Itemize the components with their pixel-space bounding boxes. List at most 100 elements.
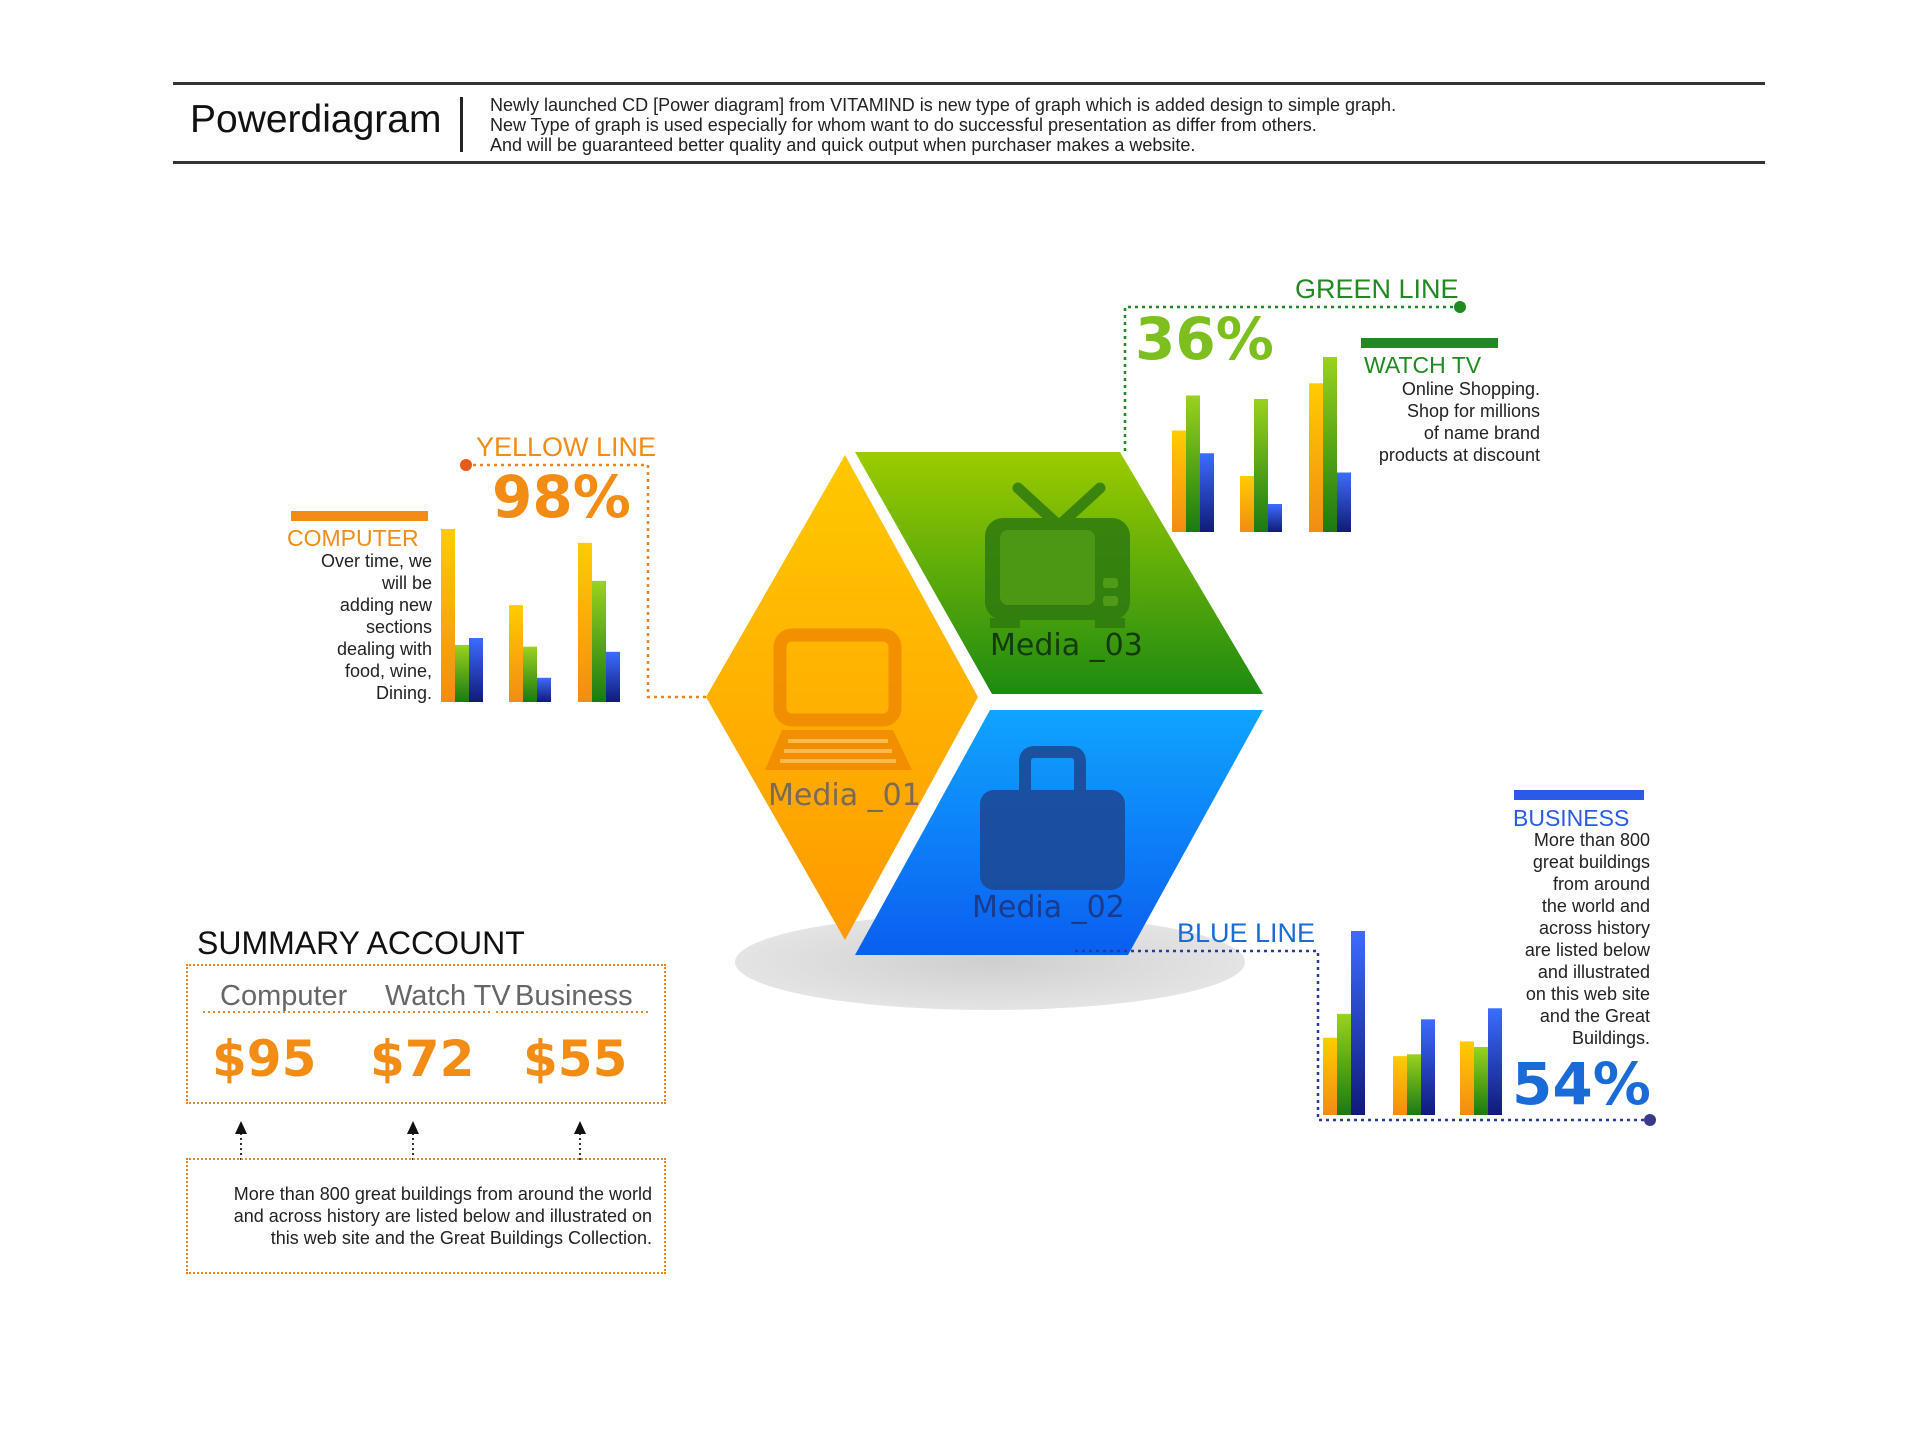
business-desc-line: the world and (1541, 896, 1650, 916)
bar-green-group-2 (523, 646, 537, 702)
bar-yellow-group-1 (1172, 430, 1186, 532)
bar-green-group-1 (1186, 395, 1200, 532)
bar-green-group-1 (1337, 1013, 1351, 1115)
computer-description: Over time, we will be adding new section… (290, 550, 432, 704)
media-03-label: Media _03 (990, 628, 1143, 663)
bar-blue-group-1 (1200, 453, 1214, 532)
yellow-connector (466, 463, 706, 699)
summary-header-computer: Computer (220, 980, 348, 1012)
bar-green-group-3 (592, 580, 606, 702)
summary-note-line: More than 800 great buildings from aroun… (233, 1184, 652, 1204)
watch-tv-desc-line: products at discount (1378, 445, 1540, 465)
business-desc-line: across history (1538, 918, 1650, 938)
bar-yellow-group-2 (1393, 1056, 1407, 1115)
computer-category-label: COMPUTER (287, 525, 419, 551)
business-category-label: BUSINESS (1513, 805, 1630, 831)
page-title: Powerdiagram (190, 98, 442, 141)
bar-yellow-group-3 (1460, 1041, 1474, 1115)
header-bottom-rule (173, 161, 1765, 164)
computer-desc-line: will be (381, 573, 432, 593)
media-01-label: Media _01 (768, 778, 921, 813)
bar-yellow-group-1 (441, 529, 455, 702)
yellow-line-dot (460, 459, 472, 471)
business-description: More than 800 great buildings from aroun… (1480, 829, 1650, 1049)
business-desc-line: More than 800 (1533, 830, 1650, 850)
blue-connector (1075, 949, 1648, 1122)
bar-blue-group-3 (606, 651, 620, 702)
media-01-face (706, 455, 978, 940)
bar-green-group-3 (1474, 1046, 1488, 1115)
computer-desc-line: Dining. (375, 683, 432, 703)
blue-line-dot (1644, 1114, 1656, 1126)
header-description: Newly launched CD [Power diagram] from V… (490, 95, 1396, 155)
summary-header-watch-tv: Watch TV (385, 980, 511, 1012)
bar-green-group-2 (1407, 1054, 1421, 1115)
media-02-label: Media _02 (972, 890, 1125, 925)
summary-arrows (235, 1121, 586, 1160)
bar-blue-group-3 (1488, 1008, 1502, 1115)
summary-value-computer: $95 (212, 1030, 317, 1088)
briefcase-icon (980, 746, 1125, 890)
bar-green-group-1 (455, 644, 469, 702)
keyboard-keys (780, 739, 896, 763)
bar-blue-group-1 (469, 637, 483, 702)
business-desc-line: great buildings (1532, 852, 1650, 872)
bar-green-group-3 (1323, 357, 1337, 532)
bar-yellow-group-3 (1309, 383, 1323, 532)
business-underline-bar (1514, 790, 1644, 800)
summary-note-line: this web site and the Great Buildings Co… (270, 1228, 652, 1248)
bar-blue-group-2 (537, 677, 551, 702)
summary-box (186, 964, 666, 1104)
watch-tv-underline-bar (1361, 338, 1498, 348)
business-bar-chart (1323, 931, 1502, 1115)
watch-tv-description: Online Shopping. Shop for millions of na… (1330, 378, 1540, 466)
header-separator (460, 97, 463, 152)
business-desc-line: from around (1552, 874, 1650, 894)
header-desc-line: And will be guaranteed better quality an… (490, 135, 1196, 155)
bar-yellow-group-2 (1240, 476, 1254, 532)
business-desc-line: are listed below (1524, 940, 1650, 960)
tv-screen (1000, 530, 1118, 606)
computer-bar-chart (441, 529, 620, 702)
computer-desc-line: adding new (339, 595, 432, 615)
summary-value-watch-tv: $72 (370, 1030, 475, 1088)
bar-yellow-group-1 (1323, 1037, 1337, 1115)
bar-yellow-group-3 (578, 542, 592, 702)
green-percent: 36% (1135, 305, 1274, 373)
yellow-percent: 98% (492, 463, 631, 531)
watch-tv-category-label: WATCH TV (1364, 352, 1482, 378)
computer-desc-line: food, wine, (344, 661, 432, 681)
green-line-dot (1454, 301, 1466, 313)
summary-title: SUMMARY ACCOUNT (197, 925, 525, 961)
bar-blue-group-3 (1337, 472, 1351, 532)
blue-line-label: BLUE LINE (1177, 918, 1316, 948)
bar-yellow-group-2 (509, 605, 523, 702)
blue-percent: 54% (1512, 1050, 1651, 1118)
business-desc-line: Buildings. (1571, 1028, 1650, 1048)
computer-desc-line: Over time, we (320, 551, 432, 571)
watch-tv-bar-chart (1172, 357, 1351, 532)
computer-underline-bar (291, 511, 428, 521)
summary-header-business: Business (515, 980, 633, 1012)
header-desc-line: Newly launched CD [Power diagram] from V… (490, 95, 1397, 115)
bar-green-group-2 (1254, 399, 1268, 532)
computer-desc-line: sections (365, 617, 432, 637)
watch-tv-desc-line: Shop for millions (1406, 401, 1540, 421)
summary-note: More than 800 great buildings from aroun… (190, 1183, 652, 1249)
business-desc-line: and illustrated (1537, 962, 1650, 982)
summary-note-box (186, 1158, 666, 1274)
green-line-label: GREEN LINE (1295, 274, 1459, 304)
watch-tv-desc-line: Online Shopping. (1401, 379, 1540, 399)
business-desc-line: on this web site (1525, 984, 1650, 1004)
bar-blue-group-2 (1421, 1019, 1435, 1115)
yellow-line-label: YELLOW LINE (476, 432, 657, 462)
computer-desc-line: dealing with (336, 639, 432, 659)
header-top-rule (173, 82, 1765, 85)
bar-blue-group-2 (1268, 504, 1282, 532)
summary-note-line: and across history are listed below and … (233, 1206, 652, 1226)
watch-tv-desc-line: of name brand (1423, 423, 1540, 443)
summary-value-business: $55 (523, 1030, 628, 1088)
bar-blue-group-1 (1351, 931, 1365, 1115)
business-desc-line: and the Great (1539, 1006, 1650, 1026)
